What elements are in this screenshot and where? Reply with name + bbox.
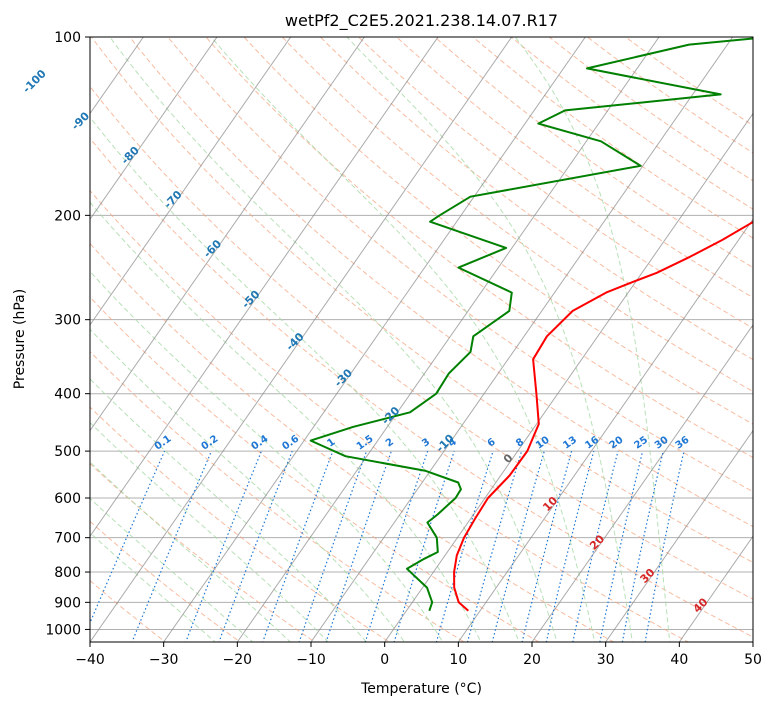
mixing-ratio-line bbox=[521, 450, 573, 642]
isotherm-line bbox=[531, 324, 753, 642]
moist-adiabat-line bbox=[90, 421, 329, 642]
moist-adiabat-line bbox=[90, 201, 482, 642]
mixing-ratio-line bbox=[621, 450, 664, 642]
moist-adiabat-line bbox=[90, 270, 444, 642]
dry-adiabat-line bbox=[319, 37, 753, 361]
isotherm-line bbox=[90, 37, 439, 538]
moist-adiabat-line bbox=[346, 37, 633, 642]
y-tick-label: 700 bbox=[54, 531, 81, 547]
moist-adiabat-line bbox=[90, 461, 292, 642]
x-tick-label: 20 bbox=[523, 652, 541, 668]
temperature-line bbox=[453, 220, 753, 612]
x-tick-label: 30 bbox=[597, 652, 615, 668]
isotherm-line bbox=[236, 37, 660, 642]
mixing-ratio-line bbox=[545, 450, 595, 642]
background-lines bbox=[90, 37, 753, 642]
isotherm-line bbox=[678, 535, 753, 642]
isotherm-line bbox=[163, 37, 586, 642]
y-tick-label: 200 bbox=[54, 208, 81, 224]
y-tick-label: 100 bbox=[54, 30, 81, 46]
moist-adiabat-line bbox=[90, 328, 406, 642]
mixing-ratio-line bbox=[298, 450, 368, 642]
dry-adiabat-line bbox=[167, 37, 753, 493]
dry-adiabat-line bbox=[90, 85, 753, 600]
x-tick-label: 40 bbox=[670, 652, 688, 668]
plot-frame bbox=[89, 36, 754, 643]
dry-adiabat-line bbox=[90, 462, 316, 642]
isotherm-line bbox=[90, 37, 218, 221]
y-tick-label: 500 bbox=[54, 444, 81, 460]
x-tick-label: −40 bbox=[75, 652, 105, 668]
moist-adiabat-line bbox=[514, 37, 671, 642]
y-axis-label: Pressure (hPa) bbox=[12, 289, 28, 389]
dry-adiabat-line bbox=[472, 37, 753, 239]
moist-adiabat-line bbox=[90, 532, 216, 642]
isotherm-line bbox=[310, 37, 734, 642]
dry-adiabat-line bbox=[90, 296, 540, 642]
dry-adiabat-line bbox=[205, 37, 753, 459]
y-tick-label: 1000 bbox=[45, 622, 81, 638]
data-series bbox=[309, 37, 753, 612]
mixing-ratio-line bbox=[644, 450, 685, 642]
moist-adiabat-line bbox=[109, 37, 558, 642]
mixing-ratio-line bbox=[466, 450, 523, 642]
dry-adiabat-line bbox=[586, 37, 753, 154]
y-tick-label: 400 bbox=[54, 387, 81, 403]
isotherm-line bbox=[90, 37, 513, 642]
y-tick-label: 800 bbox=[54, 565, 81, 581]
moist-adiabat-line bbox=[90, 378, 367, 642]
x-tick-label: 0 bbox=[380, 652, 389, 668]
mixing-ratio-line bbox=[131, 450, 212, 642]
dry-adiabat-line bbox=[90, 37, 753, 563]
isotherm-line bbox=[457, 218, 753, 642]
mixing-ratio-line bbox=[491, 450, 545, 642]
mixing-ratio-line bbox=[90, 450, 166, 625]
chart-title: wetPf2_C2E5.2021.238.14.07.R17 bbox=[285, 11, 558, 31]
mixing-ratio-line bbox=[572, 450, 619, 642]
y-tick-label: 600 bbox=[54, 491, 81, 507]
dry-adiabat-line bbox=[434, 37, 753, 269]
dry-adiabat-line bbox=[243, 37, 753, 425]
isotherm-line bbox=[90, 37, 365, 432]
axis-ticks: −40 −30 −20 −10 0 10 20 30 40 50 100 200 300 400 500 60… bbox=[45, 30, 762, 668]
x-tick-label: 10 bbox=[449, 652, 467, 668]
dry-adiabat-line bbox=[128, 37, 753, 528]
dewpoint-line bbox=[309, 37, 753, 612]
mixing-ratio-line bbox=[435, 450, 494, 642]
moist-adiabat-line bbox=[210, 37, 596, 642]
dry-adiabat-line bbox=[90, 137, 753, 638]
x-tick-label: 50 bbox=[744, 652, 762, 668]
y-tick-label: 900 bbox=[54, 595, 81, 611]
x-tick-label: −30 bbox=[149, 652, 179, 668]
isotherm-line bbox=[90, 37, 292, 326]
y-tick-label: 300 bbox=[54, 313, 81, 329]
mixing-ratio-line bbox=[325, 450, 392, 642]
dry-adiabat-line bbox=[90, 189, 690, 642]
x-tick-label: −10 bbox=[296, 652, 326, 668]
dry-adiabat-line bbox=[281, 37, 753, 393]
x-tick-label: −20 bbox=[223, 652, 253, 668]
dry-adiabat-line bbox=[357, 37, 753, 329]
isotherm-line bbox=[605, 429, 753, 642]
dry-adiabat-line bbox=[90, 520, 241, 642]
mixing-ratio-line bbox=[599, 450, 644, 642]
isotherm-line bbox=[384, 112, 753, 642]
x-axis-label: Temperature (°C) bbox=[360, 681, 482, 697]
